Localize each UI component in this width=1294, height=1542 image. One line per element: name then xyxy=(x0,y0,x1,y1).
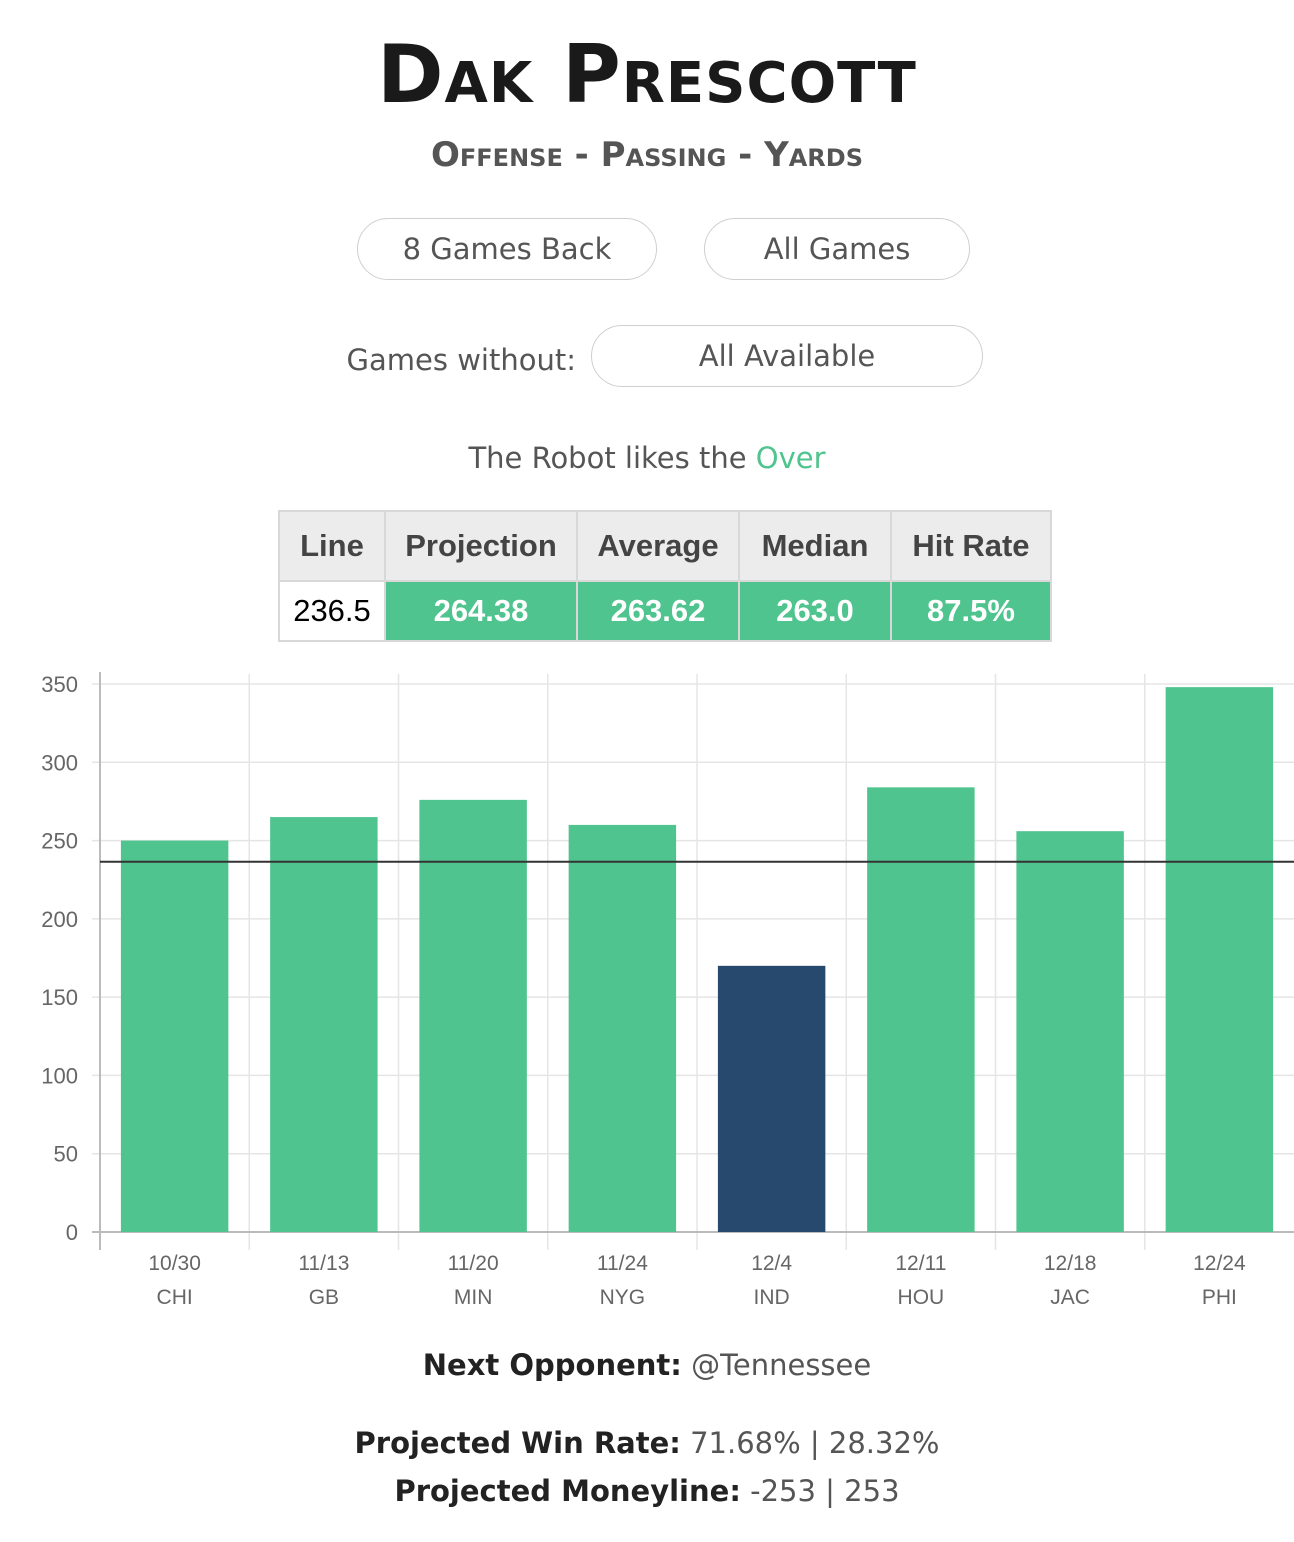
y-tick-label: 150 xyxy=(41,985,78,1010)
header-median: Median xyxy=(738,510,892,582)
player-name: Dak Prescott xyxy=(377,28,917,121)
y-tick-label: 0 xyxy=(66,1220,78,1245)
x-tick-date: 12/18 xyxy=(1044,1252,1097,1275)
y-tick-label: 250 xyxy=(41,829,78,854)
stats-table: Line Projection Average Median Hit Rate … xyxy=(278,510,1052,642)
stats-value-row: 236.5 264.38 263.62 263.0 87.5% xyxy=(278,580,1052,642)
next-opponent-label: Next Opponent: xyxy=(422,1348,682,1382)
value-hit-rate: 87.5% xyxy=(890,580,1052,642)
games-back-button[interactable]: 8 Games Back xyxy=(357,218,657,280)
x-tick-date: 11/13 xyxy=(298,1252,349,1275)
y-tick-label: 50 xyxy=(54,1142,78,1167)
games-scope-button[interactable]: All Games xyxy=(704,218,970,280)
bar-hou xyxy=(867,787,975,1232)
y-tick-label: 300 xyxy=(41,750,78,775)
bar-chart: 0 50 100 150 200 250 300 350 10/30 CHI 11/13 GB 11/2… xyxy=(41,672,1294,1309)
win-rate-value: 71.68% | 28.32% xyxy=(690,1426,940,1460)
stat-category: Offense - Passing - Yards xyxy=(430,135,863,175)
bar-nyg xyxy=(568,824,677,1232)
bar-phi xyxy=(1165,687,1274,1232)
bar-min xyxy=(419,799,527,1232)
games-without-select[interactable]: All Available xyxy=(591,325,983,387)
header-line: Line xyxy=(278,510,386,582)
x-tick-opponent: PHI xyxy=(1202,1286,1237,1309)
bar-chi xyxy=(120,840,229,1232)
robot-pick: Over xyxy=(755,441,826,475)
x-tick-opponent: NYG xyxy=(600,1286,646,1309)
value-average: 263.62 xyxy=(576,580,740,642)
x-tick-opponent: IND xyxy=(754,1286,790,1309)
chart-area: 0 50 100 150 200 250 300 350 10/30 CHI 11/13 GB 11/2… xyxy=(0,660,1294,1320)
header-hit-rate: Hit Rate xyxy=(890,510,1052,582)
bar-ind xyxy=(717,965,826,1232)
header-average: Average xyxy=(576,510,740,582)
value-line: 236.5 xyxy=(278,580,386,642)
y-tick-label: 350 xyxy=(41,672,78,697)
x-tick-opponent: JAC xyxy=(1050,1286,1090,1309)
x-tick-date: 12/11 xyxy=(895,1252,946,1275)
bar-jac xyxy=(1016,831,1124,1232)
robot-prefix: The Robot likes the xyxy=(468,441,747,475)
robot-recommendation: The Robot likes the Over xyxy=(0,438,1294,478)
next-opponent-value: @Tennessee xyxy=(691,1348,872,1382)
projected-win-rate: Projected Win Rate: 71.68% | 28.32% xyxy=(0,1423,1294,1463)
bar-gb xyxy=(270,817,378,1232)
stats-header-row: Line Projection Average Median Hit Rate xyxy=(278,510,1052,582)
y-tick-label: 100 xyxy=(41,1063,78,1088)
next-opponent: Next Opponent: @Tennessee xyxy=(0,1345,1294,1385)
y-tick-label: 200 xyxy=(41,907,78,932)
header-projection: Projection xyxy=(384,510,578,582)
projected-moneyline: Projected Moneyline: -253 | 253 xyxy=(0,1471,1294,1511)
games-without-label: Games without: xyxy=(346,343,576,377)
x-tick-opponent: CHI xyxy=(157,1286,193,1309)
x-tick-date: 11/20 xyxy=(448,1252,499,1275)
value-projection: 264.38 xyxy=(384,580,578,642)
x-tick-date: 10/30 xyxy=(148,1252,201,1275)
x-tick-date: 12/24 xyxy=(1193,1252,1246,1275)
win-rate-label: Projected Win Rate: xyxy=(354,1426,681,1460)
moneyline-label: Projected Moneyline: xyxy=(394,1474,741,1508)
x-tick-opponent: MIN xyxy=(454,1286,493,1309)
moneyline-value: -253 | 253 xyxy=(750,1474,900,1508)
value-median: 263.0 xyxy=(738,580,892,642)
x-tick-opponent: HOU xyxy=(898,1286,945,1309)
x-tick-opponent: GB xyxy=(309,1286,339,1309)
x-tick-date: 11/24 xyxy=(597,1252,648,1275)
x-tick-date: 12/4 xyxy=(751,1252,792,1275)
